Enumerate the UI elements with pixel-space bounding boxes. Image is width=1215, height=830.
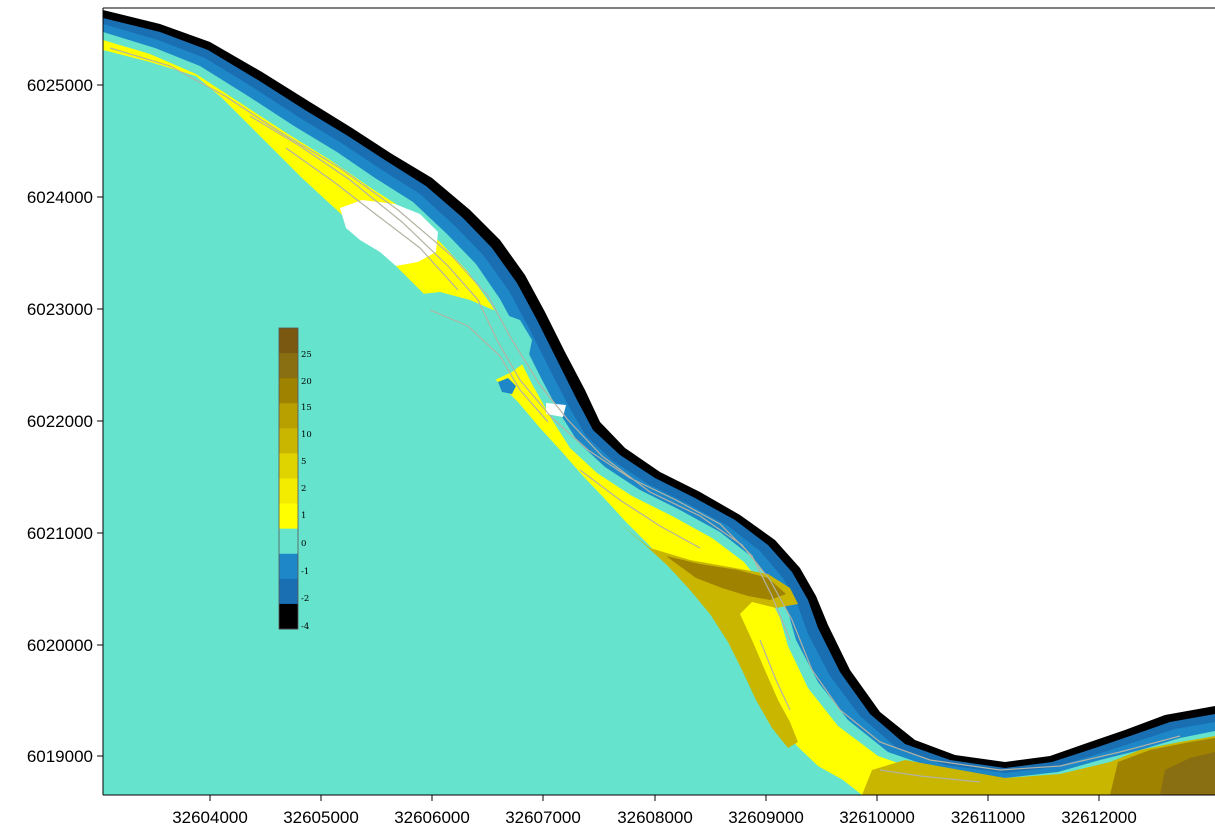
x-tick: 32609000 — [728, 795, 804, 827]
y-tick-label: 6019000 — [27, 747, 93, 766]
x-tick-label: 32608000 — [617, 808, 693, 827]
y-tick: 6024000 — [27, 188, 103, 207]
depth-band-cyan — [103, 32, 1215, 795]
x-tick-label: 32611000 — [951, 808, 1025, 827]
x-tick: 32604000 — [172, 795, 248, 827]
legend-swatch — [279, 578, 298, 605]
no-data-gap-central — [546, 403, 566, 417]
legend-swatch — [279, 453, 298, 479]
x-tick-label: 32612000 — [1061, 808, 1137, 827]
contour-lines — [109, 47, 1181, 783]
legend-swatch — [279, 478, 298, 505]
legend-swatch — [279, 528, 298, 555]
y-tick-label: 6021000 — [27, 524, 93, 543]
map-plot-area — [103, 10, 1215, 795]
legend-swatch — [279, 553, 298, 580]
axes-frame — [102, 7, 1215, 796]
legend-swatch — [279, 328, 298, 354]
legend-swatch — [279, 503, 298, 530]
x-tick: 32610000 — [839, 795, 915, 827]
x-tick: 32606000 — [394, 795, 470, 827]
legend-swatch — [279, 378, 298, 404]
x-tick: 32607000 — [505, 795, 581, 827]
highland-brown-south — [666, 556, 786, 600]
legend-label: 20 — [301, 377, 312, 387]
legend-label: 0 — [301, 539, 306, 549]
legend-label: 1 — [301, 511, 306, 521]
color-legend: 25 20 15 10 5 2 1 0 -1 -2 -4 — [278, 327, 312, 632]
inland-channel-patch — [498, 378, 516, 394]
y-axis: 6025000 6024000 6023000 6022000 6021000 … — [27, 76, 103, 766]
y-tick-label: 6023000 — [27, 300, 93, 319]
legend-swatches — [279, 328, 298, 630]
legend-swatch — [279, 603, 298, 630]
x-tick: 32608000 — [617, 795, 693, 827]
no-data-gap-north — [340, 200, 438, 266]
x-tick-label: 32606000 — [394, 808, 470, 827]
inland-shallow-patch — [412, 292, 556, 452]
x-tick: 32605000 — [283, 795, 359, 827]
legend-border — [278, 327, 299, 630]
x-tick-label: 32610000 — [839, 808, 915, 827]
legend-swatch — [279, 428, 298, 454]
legend-label: -1 — [301, 567, 309, 577]
x-axis: 32604000 32605000 32606000 32607000 3260… — [172, 795, 1137, 827]
x-tick-label: 32604000 — [172, 808, 248, 827]
y-tick-label: 6022000 — [27, 412, 93, 431]
legend-swatch — [279, 353, 298, 379]
legend-label: -4 — [301, 622, 309, 632]
legend-label: 25 — [301, 350, 312, 360]
y-tick: 6025000 — [27, 76, 103, 95]
y-tick-label: 6020000 — [27, 636, 93, 655]
legend-label: 15 — [301, 403, 312, 413]
y-tick-label: 6025000 — [27, 76, 93, 95]
legend-label: 10 — [301, 430, 312, 440]
y-tick: 6023000 — [27, 300, 103, 319]
y-tick: 6019000 — [27, 747, 103, 766]
y-tick-label: 6024000 — [27, 188, 93, 207]
x-tick-label: 32609000 — [728, 808, 804, 827]
legend-label: 2 — [301, 484, 306, 494]
x-tick: 32611000 — [951, 795, 1025, 827]
x-tick: 32612000 — [1061, 795, 1137, 827]
y-tick: 6022000 — [27, 412, 103, 431]
y-tick: 6020000 — [27, 636, 103, 655]
legend-swatch — [279, 403, 298, 429]
highland-darkbrown-east — [1160, 752, 1215, 795]
y-tick: 6021000 — [27, 524, 103, 543]
x-tick-label: 32607000 — [505, 808, 581, 827]
legend-label: 5 — [301, 457, 306, 467]
x-tick-label: 32605000 — [283, 808, 359, 827]
legend-label: -2 — [301, 594, 309, 604]
